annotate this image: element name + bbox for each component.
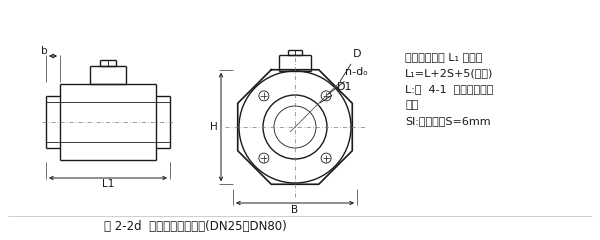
Text: H: H: [210, 122, 218, 132]
Text: b: b: [41, 46, 47, 56]
Text: Sl:接地环，S=6mm: Sl:接地环，S=6mm: [405, 116, 491, 126]
Text: D1: D1: [320, 82, 353, 103]
Text: L₁=L+2S+5(允差): L₁=L+2S+5(允差): [405, 68, 493, 78]
Text: n-dₒ: n-dₒ: [328, 67, 368, 94]
Text: L1: L1: [102, 179, 114, 189]
Text: 图 2-2d  一体型电磁流量计(DN25～DN80): 图 2-2d 一体型电磁流量计(DN25～DN80): [104, 220, 286, 233]
Text: D: D: [340, 49, 361, 81]
Text: 注：仪表长度 L₁ 含衬里: 注：仪表长度 L₁ 含衬里: [405, 52, 482, 62]
Text: B: B: [292, 205, 299, 215]
Text: L:表  4-1  中仪表理论长: L:表 4-1 中仪表理论长: [405, 84, 493, 94]
Text: 度。: 度。: [405, 100, 418, 110]
